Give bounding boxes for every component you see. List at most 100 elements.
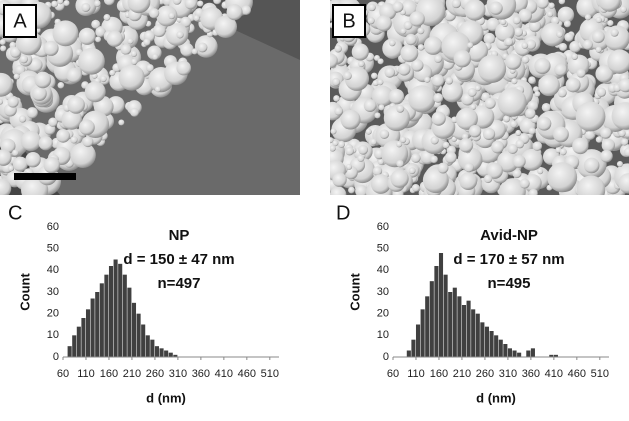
particle (351, 43, 369, 61)
particle (155, 86, 162, 93)
particle (343, 71, 352, 81)
particle (330, 53, 338, 69)
particle (556, 31, 563, 38)
particle (330, 186, 347, 195)
particle (127, 0, 151, 14)
bar (489, 331, 494, 357)
particle (180, 42, 194, 57)
particle (534, 57, 551, 75)
particle (523, 174, 542, 192)
particle (520, 148, 543, 171)
particle (12, 156, 28, 172)
particle (477, 54, 507, 83)
particle (95, 36, 102, 43)
particle (528, 76, 536, 84)
particle (176, 31, 184, 39)
particle (430, 136, 439, 145)
particle (118, 119, 125, 126)
particle (564, 32, 574, 42)
particle (38, 136, 53, 151)
particle (411, 153, 421, 163)
bar (173, 354, 178, 357)
x-tick-label: 510 (591, 368, 609, 380)
bar (466, 300, 471, 357)
particle (9, 46, 21, 58)
particle (226, 4, 243, 21)
bar (484, 326, 490, 357)
particle (357, 154, 365, 162)
particle (451, 0, 462, 9)
particle (482, 127, 496, 141)
particle (193, 15, 200, 22)
x-tick-label: 160 (100, 368, 118, 380)
particle (537, 116, 552, 131)
particle (571, 53, 579, 60)
bar (452, 287, 457, 357)
particle (619, 5, 627, 13)
particle (554, 63, 567, 77)
particle (459, 172, 478, 191)
particle (0, 72, 13, 97)
particle (13, 73, 20, 80)
x-tick-label: 160 (430, 368, 448, 380)
particle (409, 11, 425, 27)
particle (0, 45, 7, 52)
particle (515, 139, 525, 149)
bar (443, 274, 448, 357)
particle (383, 104, 410, 132)
particle (499, 178, 526, 195)
annotation: n=495 (488, 275, 531, 292)
particle (519, 178, 530, 189)
particle (84, 81, 106, 103)
panel-label-box (332, 4, 366, 38)
particle (509, 120, 518, 128)
particle (388, 88, 405, 105)
particle (582, 39, 593, 50)
particle (576, 68, 586, 78)
particle (392, 1, 404, 13)
x-tick-label: 260 (476, 368, 494, 380)
particle (537, 168, 544, 175)
particle (408, 85, 436, 113)
particle (388, 39, 396, 47)
particle (521, 55, 530, 64)
particle (51, 0, 58, 8)
particle (20, 130, 42, 152)
particle (70, 142, 96, 169)
particle (547, 162, 578, 193)
particle (557, 6, 575, 24)
bar (420, 309, 425, 357)
particle (618, 78, 629, 93)
particle (423, 36, 443, 55)
bar (461, 305, 467, 357)
particle (453, 49, 472, 68)
particle (518, 8, 533, 23)
particle (370, 138, 377, 146)
particle (434, 54, 443, 63)
particle (43, 157, 60, 174)
particle (379, 129, 390, 139)
bar (164, 350, 169, 357)
particle (528, 127, 536, 135)
particle (43, 40, 59, 56)
particle (538, 74, 560, 97)
x-tick-label: 260 (146, 368, 164, 380)
particle (399, 136, 407, 143)
annotation: d = 150 ± 47 nm (123, 251, 234, 268)
particle (152, 24, 166, 38)
y-tick-label: 20 (377, 308, 389, 320)
x-tick-label: 60 (387, 368, 399, 380)
particle (559, 148, 567, 156)
y-tick-label: 40 (47, 264, 59, 276)
y-tick-label: 0 (53, 351, 59, 363)
particle (377, 58, 384, 65)
bar (150, 339, 155, 357)
particle (583, 157, 600, 174)
particle (607, 19, 614, 27)
x-tick-label: 310 (499, 368, 517, 380)
bar (76, 326, 81, 357)
particle (540, 22, 565, 47)
particle (489, 1, 503, 15)
particle (525, 39, 537, 50)
particle (431, 111, 446, 126)
